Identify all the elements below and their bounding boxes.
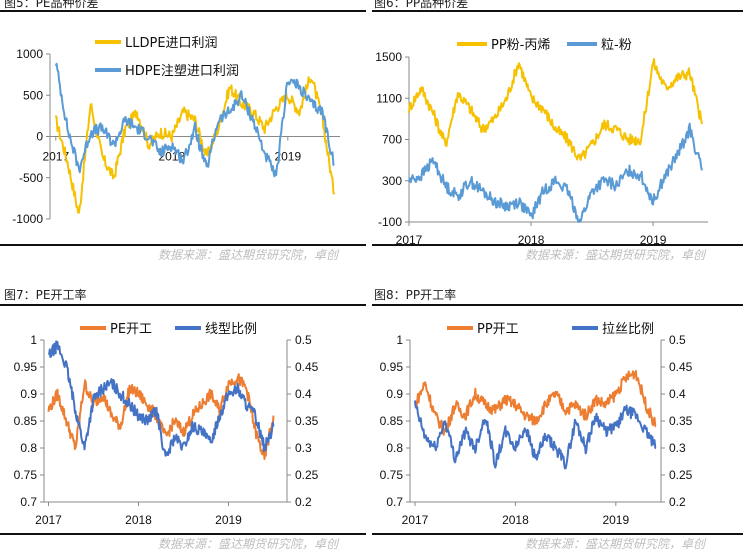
legend-label-1: 线型比例 <box>205 322 257 337</box>
series-line-0 <box>54 76 336 214</box>
figure-5-top-rule <box>0 10 366 12</box>
y-tick-label: -100 <box>378 215 402 229</box>
figure-6-top-rule <box>372 10 743 12</box>
y-tick-label: 0.9 <box>386 387 403 401</box>
figure-8-bottom-rule <box>372 533 743 535</box>
x-tick-label: 2019 <box>215 513 242 527</box>
legend-label-0: PP开工 <box>477 322 519 337</box>
y2-tick-label: 0.5 <box>295 333 312 347</box>
figure-7-bottom-rule <box>0 533 366 535</box>
y2-tick-label: 0.5 <box>669 333 686 347</box>
y-tick-label: 0.8 <box>386 441 403 455</box>
legend-label-0: LLDPE进口利润 <box>125 36 218 51</box>
figure-5-title: 图5：PE品种价差 <box>4 0 99 10</box>
pe-operating-rate-chart: 1 0.95 0.9 0.85 0.8 0.75 0.7 0.5 0.45 0.4 0.35 0.3 0… <box>14 322 319 527</box>
legend-label-1: HDPE注塑进口利润 <box>125 64 239 79</box>
figure-6-bottom-rule <box>372 244 743 246</box>
legend-label-1: 粒-粉 <box>601 38 632 53</box>
y-tick-label: 0.7 <box>20 495 37 509</box>
y-tick-label: 0.85 <box>14 414 38 428</box>
y-tick-label: 0.95 <box>14 360 38 374</box>
y2-tick-label: 0.3 <box>295 441 312 455</box>
series-line-0 <box>47 373 275 460</box>
y-tick-label: 0.75 <box>380 468 404 482</box>
y-tick-label: 0.9 <box>20 387 37 401</box>
y-tick-label: 1 <box>396 333 403 347</box>
y2-tick-label: 0.35 <box>295 414 319 428</box>
x-tick-label: 2017 <box>396 233 423 247</box>
pp-operating-rate-chart: 1 0.95 0.9 0.85 0.8 0.75 0.7 0.5 0.45 0.4 0.35 0.3 0… <box>380 322 693 527</box>
y2-tick-label: 0.4 <box>669 387 686 401</box>
y-tick-label: 700 <box>382 133 402 147</box>
y-tick-label: 0.75 <box>14 468 38 482</box>
y2-tick-label: 0.2 <box>669 495 686 509</box>
pp-spread-chart: 1500 1100 700 300 -100 2017 2018 2019 PP粉-丙烯 粒-粉 <box>375 38 708 247</box>
figure-7-top-rule <box>0 304 366 306</box>
figure-7-title: 图7：PE开工率 <box>4 288 87 302</box>
y-tick-label: -1000 <box>12 212 43 226</box>
y-tick-label: 1100 <box>376 91 402 105</box>
figure-5-source: 数据来源：盛达期货研究院，卓创 <box>158 248 339 262</box>
series-line-1 <box>408 122 703 223</box>
y-tick-label: 500 <box>23 88 43 102</box>
y2-tick-label: 0.35 <box>669 414 693 428</box>
series-line-1 <box>54 62 335 178</box>
y-tick-label: 0.85 <box>380 414 404 428</box>
y-tick-label: 0.7 <box>386 495 403 509</box>
y2-tick-label: 0.45 <box>295 360 319 374</box>
y2-tick-label: 0.25 <box>295 468 319 482</box>
series-line-1 <box>414 400 657 470</box>
y-tick-label: 1000 <box>16 47 43 61</box>
figure-8-source: 数据来源：盛达期货研究院，卓创 <box>525 537 706 551</box>
y-tick-label: 0.8 <box>20 441 37 455</box>
x-tick-label: 2018 <box>518 233 545 247</box>
x-tick-label: 2017 <box>35 513 62 527</box>
x-tick-label: 2019 <box>640 233 667 247</box>
y2-tick-label: 0.4 <box>295 387 312 401</box>
x-tick-label: 2018 <box>502 513 529 527</box>
x-tick-label: 2019 <box>274 150 301 164</box>
figure-8-title: 图8：PP开工率 <box>374 288 457 302</box>
figure-8-top-rule <box>372 304 743 306</box>
legend-label-0: PE开工 <box>110 322 152 337</box>
y-tick-label: 300 <box>382 174 402 188</box>
figure-6-title: 图6：PP品种价差 <box>374 0 469 10</box>
y2-tick-label: 0.45 <box>669 360 693 374</box>
y-tick-label: 1 <box>30 333 37 347</box>
y2-tick-label: 0.3 <box>669 441 686 455</box>
figure-6-source: 数据来源：盛达期货研究院，卓创 <box>525 248 706 262</box>
x-tick-label: 2019 <box>602 513 629 527</box>
x-tick-label: 2017 <box>42 150 69 164</box>
legend-label-0: PP粉-丙烯 <box>491 38 550 53</box>
x-tick-label: 2018 <box>125 513 152 527</box>
y2-tick-label: 0.25 <box>669 468 693 482</box>
x-tick-label: 2017 <box>402 513 429 527</box>
y-tick-label: 0.95 <box>380 360 404 374</box>
legend-label-1: 拉丝比例 <box>602 322 654 337</box>
y-tick-label: 1500 <box>375 50 402 64</box>
figure-5-bottom-rule <box>0 244 366 246</box>
series-line-0 <box>414 370 657 436</box>
figure-7-source: 数据来源：盛达期货研究院，卓创 <box>158 537 339 551</box>
y2-tick-label: 0.2 <box>295 495 312 509</box>
y-tick-label: -500 <box>19 171 43 185</box>
series-line-1 <box>48 340 275 457</box>
series-line-0 <box>408 58 703 161</box>
y-tick-label: 0 <box>36 130 43 144</box>
